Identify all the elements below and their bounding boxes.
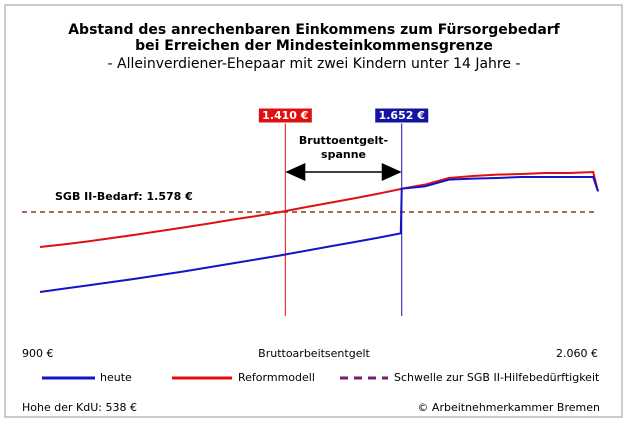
x-tick-label: 900 €	[22, 347, 54, 360]
annotation: Bruttoentgelt-	[299, 134, 388, 147]
series-line	[39, 170, 599, 248]
marker-label: 1.410 €	[262, 109, 308, 122]
annotation: spanne	[321, 148, 366, 161]
threshold-label: SGB II-Bedarf: 1.578 €	[55, 190, 193, 203]
chart-subtitle: - Alleinverdiener-Ehepaar mit zwei Kinde…	[108, 56, 521, 72]
frame	[4, 4, 623, 418]
footer-left: Hohe der KdU: 538 €	[22, 401, 137, 414]
arrow-head	[285, 163, 306, 181]
footer-right: © Arbeitnehmerkammer Bremen	[417, 401, 600, 414]
series-line	[39, 176, 599, 293]
marker-box	[257, 107, 313, 124]
legend-label: Reformmodell	[238, 371, 315, 384]
arrow-head	[381, 163, 402, 181]
legend-label: Schwelle zur SGB II-Hilfebedürftigkeit	[394, 371, 600, 384]
marker-box	[374, 107, 430, 124]
x-axis-label: Bruttoarbeitsentgelt	[258, 347, 370, 360]
x-tick-label: 2.060 €	[556, 347, 598, 360]
chart-title: bei Erreichen der Mindesteinkommensgrenz…	[135, 38, 493, 54]
legend-label: heute	[100, 371, 132, 384]
chart-title: Abstand des anrechenbaren Einkommens zum…	[68, 22, 560, 38]
marker-label: 1.652 €	[379, 109, 425, 122]
